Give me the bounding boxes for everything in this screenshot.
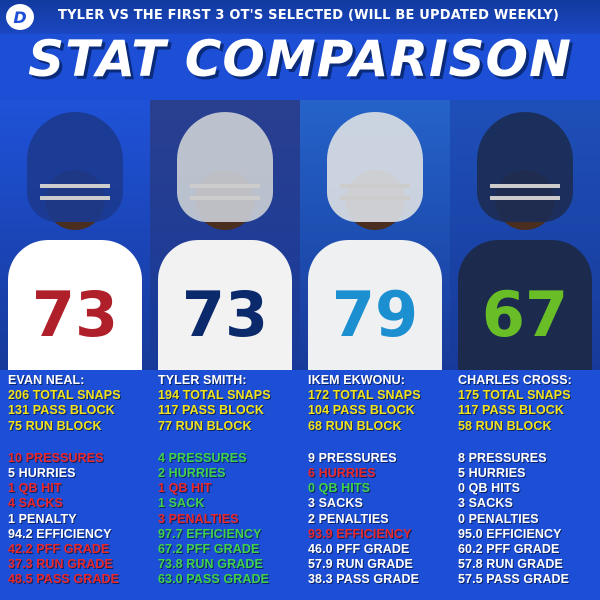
stat-line: 2 PENALTIES bbox=[308, 511, 389, 526]
player-column: TYLER SMITH: 194 TOTAL SNAPS 117 PASS BLOC… bbox=[158, 373, 308, 587]
player-photo: 73 bbox=[0, 100, 150, 370]
helmet-icon bbox=[477, 112, 573, 222]
stat-line: 10 PRESSURES bbox=[8, 450, 104, 465]
stat-line: 57.8 RUN GRADE bbox=[458, 557, 563, 572]
stat-line: 0 QB HITS bbox=[458, 481, 521, 496]
logo-glyph: D bbox=[13, 7, 27, 27]
facemask-bar bbox=[40, 184, 110, 188]
helmet-icon bbox=[27, 112, 123, 222]
player-name: EVAN NEAL: bbox=[8, 373, 85, 387]
player-name: IKEM EKWONU: bbox=[308, 373, 406, 387]
spacer bbox=[158, 434, 308, 451]
stat-line: 97.7 EFFICIENCY bbox=[158, 526, 262, 541]
stat-line: 1 QB HIT bbox=[8, 481, 62, 496]
stat-line: 5 HURRIES bbox=[458, 465, 526, 480]
stat-line: 5 HURRIES bbox=[8, 465, 76, 480]
stat-line: 9 PRESSURES bbox=[308, 450, 397, 465]
summary-line: 75 RUN BLOCK bbox=[8, 418, 102, 433]
stat-line: 95.0 EFFICIENCY bbox=[458, 526, 562, 541]
stat-line: 94.2 EFFICIENCY bbox=[8, 526, 112, 541]
summary-line: 172 TOTAL SNAPS bbox=[308, 388, 421, 403]
player-column: CHARLES CROSS: 175 TOTAL SNAPS 117 PASS BL… bbox=[458, 373, 600, 587]
stat-line: 1 QB HIT bbox=[158, 481, 212, 496]
stat-line: 8 PRESSURES bbox=[458, 450, 547, 465]
facemask-bar bbox=[490, 184, 560, 188]
stat-line: 3 PENALTIES bbox=[158, 511, 239, 526]
summary-line: 206 TOTAL SNAPS bbox=[8, 388, 121, 403]
summary-line: 194 TOTAL SNAPS bbox=[158, 388, 271, 403]
header-bar bbox=[0, 0, 600, 34]
stat-line: 67.2 PFF GRADE bbox=[158, 541, 260, 556]
stat-line: 63.0 PASS GRADE bbox=[158, 572, 270, 587]
stat-line: 0 QB HITS bbox=[308, 481, 371, 496]
stat-line: 37.3 RUN GRADE bbox=[8, 557, 113, 572]
player-jersey bbox=[458, 240, 592, 370]
stat-line: 42.2 PFF GRADE bbox=[8, 541, 110, 556]
player-jersey bbox=[8, 240, 142, 370]
brand-logo: D bbox=[6, 4, 34, 30]
player-name: CHARLES CROSS: bbox=[458, 373, 572, 387]
player-column: EVAN NEAL: 206 TOTAL SNAPS 131 PASS BLOCK 7… bbox=[8, 373, 158, 587]
stat-line: 3 SACKS bbox=[308, 496, 363, 511]
main-title: STAT COMPARISON bbox=[28, 30, 572, 88]
summary-line: 117 PASS BLOCK bbox=[458, 403, 565, 418]
player-jersey bbox=[308, 240, 442, 370]
stat-line: 48.5 PASS GRADE bbox=[8, 572, 120, 587]
stat-line: 0 PENALTIES bbox=[458, 511, 539, 526]
facemask-bar bbox=[340, 196, 410, 200]
jersey-number: 79 bbox=[331, 278, 419, 351]
stat-line: 3 SACKS bbox=[458, 496, 513, 511]
summary-line: 131 PASS BLOCK bbox=[8, 403, 115, 418]
spacer bbox=[308, 434, 458, 451]
facemask-bar bbox=[490, 196, 560, 200]
player-name: TYLER SMITH: bbox=[158, 373, 247, 387]
summary-line: 175 TOTAL SNAPS bbox=[458, 388, 571, 403]
stat-line: 57.5 PASS GRADE bbox=[458, 572, 570, 587]
jersey-number: 73 bbox=[31, 278, 119, 351]
stat-line: 2 HURRIES bbox=[158, 465, 226, 480]
player-photo: 79 bbox=[300, 100, 450, 370]
stat-line: 93.9 EFFICIENCY bbox=[308, 526, 412, 541]
facemask-bar bbox=[40, 196, 110, 200]
jersey-number: 73 bbox=[181, 278, 269, 351]
player-photos: 73 73 79 67 bbox=[0, 100, 600, 370]
stat-line: 60.2 PFF GRADE bbox=[458, 541, 560, 556]
stat-line: 4 PRESSURES bbox=[158, 450, 247, 465]
player-jersey bbox=[158, 240, 292, 370]
player-photo: 73 bbox=[150, 100, 300, 370]
stat-line: 57.9 RUN GRADE bbox=[308, 557, 413, 572]
summary-line: 58 RUN BLOCK bbox=[458, 418, 552, 433]
stat-line: 6 HURRIES bbox=[308, 465, 376, 480]
stats-table: EVAN NEAL: 206 TOTAL SNAPS 131 PASS BLOCK 7… bbox=[0, 373, 600, 600]
stat-line: 73.8 RUN GRADE bbox=[158, 557, 263, 572]
stat-line: 46.0 PFF GRADE bbox=[308, 541, 410, 556]
player-photo: 67 bbox=[450, 100, 600, 370]
summary-line: 104 PASS BLOCK bbox=[308, 403, 415, 418]
summary-line: 77 RUN BLOCK bbox=[158, 418, 252, 433]
stat-line: 1 PENALTY bbox=[8, 511, 77, 526]
helmet-icon bbox=[327, 112, 423, 222]
spacer bbox=[8, 434, 158, 451]
stat-line: 38.3 PASS GRADE bbox=[308, 572, 420, 587]
player-column: IKEM EKWONU: 172 TOTAL SNAPS 104 PASS BLOC… bbox=[308, 373, 458, 587]
helmet-icon bbox=[177, 112, 273, 222]
facemask-bar bbox=[340, 184, 410, 188]
stat-line: 4 SACKS bbox=[8, 496, 63, 511]
facemask-bar bbox=[190, 184, 260, 188]
jersey-number: 67 bbox=[481, 278, 569, 351]
summary-line: 117 PASS BLOCK bbox=[158, 403, 265, 418]
stat-line: 1 SACK bbox=[158, 496, 205, 511]
subtitle: TYLER VS THE FIRST 3 OT'S SELECTED (WILL… bbox=[58, 8, 560, 23]
spacer bbox=[458, 434, 600, 451]
facemask-bar bbox=[190, 196, 260, 200]
summary-line: 68 RUN BLOCK bbox=[308, 418, 402, 433]
